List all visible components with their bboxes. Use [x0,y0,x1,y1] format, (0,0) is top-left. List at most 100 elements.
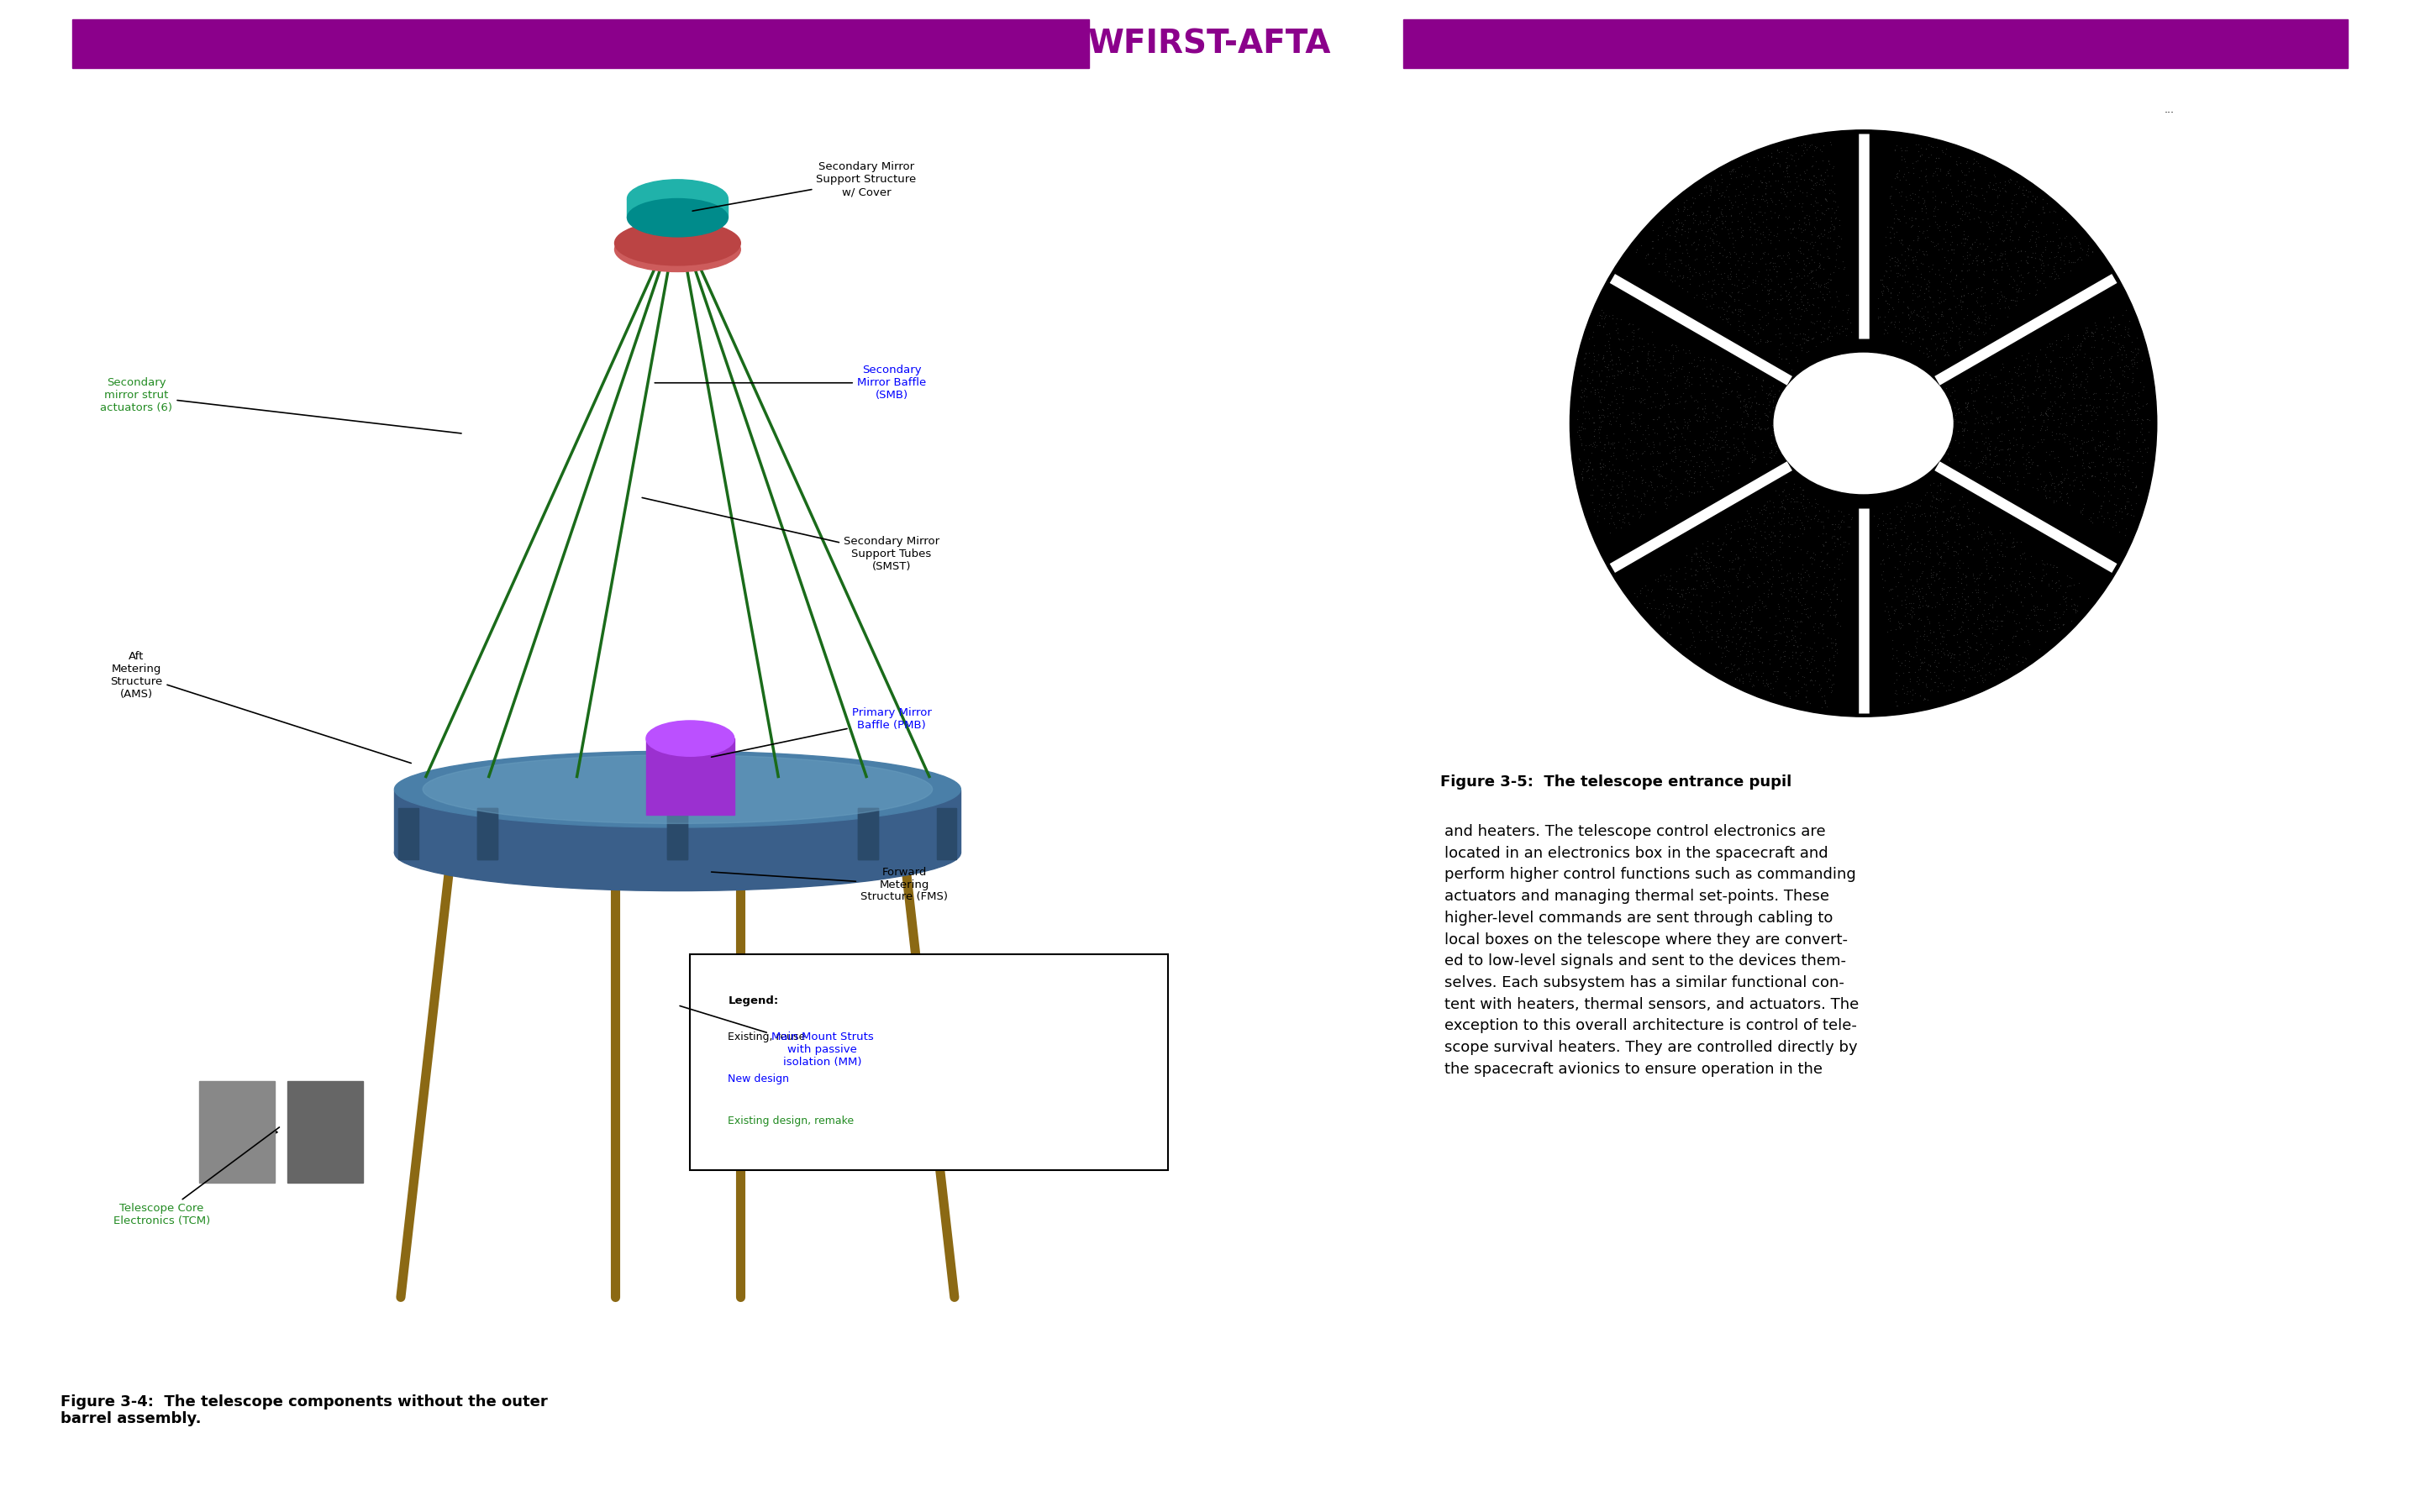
Point [1989,168,2028,192]
Point [1917,534,1955,558]
Point [1658,484,1696,508]
Point [1958,227,1996,251]
Point [1781,634,1820,658]
Point [2001,277,2040,301]
Point [1897,302,1936,327]
Point [1912,343,1951,367]
Point [1740,626,1779,650]
Point [1900,550,1938,575]
Point [1876,597,1914,621]
Point [1791,231,1830,256]
Point [1619,499,1658,523]
Point [1767,243,1805,268]
Point [1672,576,1711,600]
Point [2062,369,2101,393]
Point [1653,346,1692,370]
Point [1740,407,1779,431]
Point [1919,263,1958,287]
Point [1784,478,1822,502]
Point [1667,240,1706,265]
Point [1938,189,1977,213]
Point [1706,629,1745,653]
Point [1989,634,2028,658]
Point [1982,428,2021,452]
Point [1951,507,1989,531]
Point [1776,165,1815,189]
Point [1972,632,2011,656]
Point [1677,541,1716,565]
Point [2057,364,2096,389]
Point [1946,564,1984,588]
Point [2006,405,2045,429]
Point [1750,156,1788,180]
Point [1740,313,1779,337]
Point [1924,304,1963,328]
Point [1764,181,1803,206]
Ellipse shape [627,180,728,218]
Point [1626,417,1665,442]
Point [1764,507,1803,531]
Point [1597,311,1636,336]
Point [1740,327,1779,351]
Point [1706,609,1745,634]
Point [1953,499,1992,523]
Point [1735,449,1774,473]
Point [1718,576,1757,600]
Point [1750,268,1788,292]
Point [1980,289,2018,313]
Point [1752,231,1791,256]
Point [1653,333,1692,357]
Point [1646,242,1684,266]
Point [1745,538,1784,562]
Point [1689,546,1728,570]
Point [1936,643,1975,667]
Point [1951,451,1989,475]
Point [1730,531,1769,555]
Point [1716,594,1754,618]
Point [1987,646,2026,670]
Point [1817,582,1856,606]
Point [1694,222,1733,246]
Point [1634,251,1672,275]
Point [1575,467,1614,491]
Point [1810,594,1849,618]
Point [1817,576,1856,600]
Point [1779,147,1817,171]
Point [1718,298,1757,322]
Point [1934,408,1972,432]
Point [1798,679,1837,703]
Point [2093,508,2132,532]
Point [2045,587,2084,611]
Point [2033,339,2072,363]
Point [1900,593,1938,617]
Point [1982,522,2021,546]
Point [1595,491,1634,516]
Point [1653,449,1692,473]
Point [1994,401,2033,425]
Point [1786,298,1825,322]
Point [1902,198,1941,222]
Point [1692,550,1730,575]
Point [1965,668,2004,692]
Point [1648,596,1687,620]
Point [1663,626,1701,650]
Point [1725,242,1764,266]
Point [1936,513,1975,537]
Point [1621,454,1660,478]
Point [1958,581,1996,605]
Point [1733,325,1771,349]
Point [1948,591,1987,615]
Point [1757,296,1796,321]
Point [1638,567,1677,591]
Point [1566,342,1604,366]
Point [2033,423,2072,448]
Point [1951,257,1989,281]
Point [1600,475,1638,499]
Point [1706,455,1745,479]
Point [1607,354,1646,378]
Point [1670,351,1709,375]
Point [1684,203,1723,227]
Point [1704,272,1742,296]
Point [1728,647,1767,671]
Point [1767,680,1805,705]
